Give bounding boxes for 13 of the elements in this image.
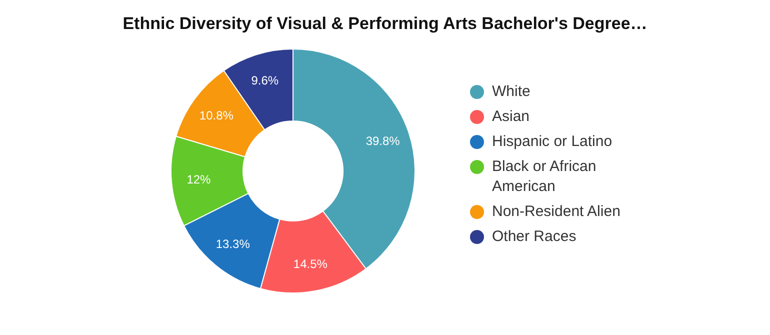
legend-label: Hispanic or Latino bbox=[492, 132, 614, 152]
data-label: 9.6% bbox=[251, 74, 279, 88]
data-label: 10.8% bbox=[199, 108, 234, 122]
legend-label: Black or African American bbox=[492, 157, 598, 197]
data-label: 14.5% bbox=[293, 257, 328, 272]
legend-label: Asian bbox=[492, 107, 531, 127]
chart-title: Ethnic Diversity of Visual & Performing Arts Bachelor's Degree… bbox=[122, 14, 648, 34]
data-label: 12% bbox=[186, 172, 212, 186]
legend-label: Other Races bbox=[492, 227, 578, 247]
legend-label: White bbox=[492, 82, 532, 102]
data-label: 39.8% bbox=[366, 134, 400, 148]
legend-label: Non-Resident Alien bbox=[492, 202, 622, 222]
data-label: 13.3% bbox=[216, 237, 250, 252]
